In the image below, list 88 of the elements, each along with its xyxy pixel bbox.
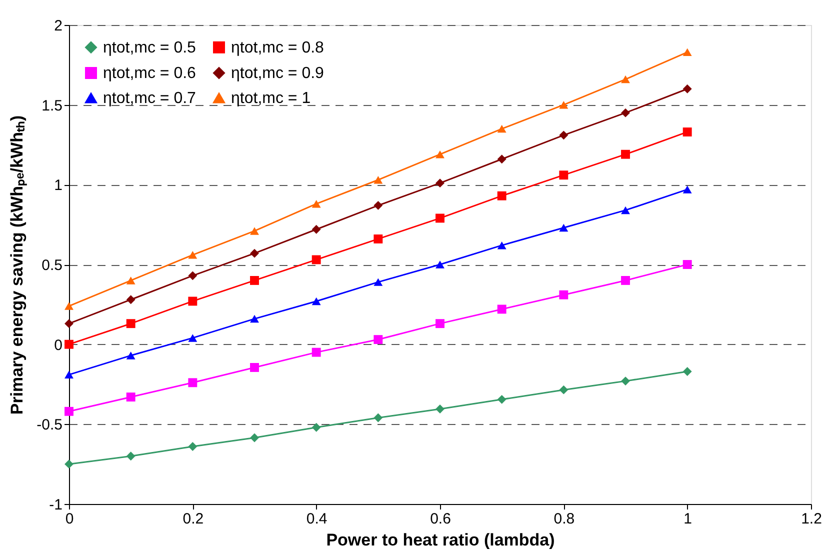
point <box>126 319 136 328</box>
point <box>621 108 630 118</box>
point <box>64 302 74 310</box>
x-tick-label: 1.2 <box>801 510 822 528</box>
y-tick-label: 0.5 <box>42 257 62 274</box>
point <box>682 48 692 56</box>
point <box>497 394 506 404</box>
x-axis-title: Power to heat ratio (lambda) <box>326 530 555 550</box>
legend-label: ηtot,mc = 0.9 <box>231 65 324 82</box>
point <box>126 276 136 284</box>
point <box>621 75 630 84</box>
point <box>188 251 198 259</box>
legend-label: ηtot,mc = 1 <box>231 90 311 107</box>
point <box>497 191 506 200</box>
point <box>621 206 630 214</box>
point <box>64 340 74 349</box>
point <box>621 150 630 159</box>
point <box>250 433 259 442</box>
point <box>188 442 198 451</box>
point <box>374 200 383 210</box>
point <box>64 460 74 469</box>
point <box>682 128 692 136</box>
point <box>126 295 136 304</box>
point <box>682 260 692 269</box>
x-tick-label: 0.4 <box>306 510 328 528</box>
point <box>497 304 506 314</box>
point <box>126 452 136 461</box>
y-tick-label: 0 <box>54 336 62 354</box>
point <box>312 422 321 432</box>
legend-label: ηtot,mc = 0.6 <box>103 65 196 82</box>
point <box>559 100 568 109</box>
point <box>374 335 383 344</box>
point <box>250 248 259 258</box>
point <box>312 200 321 208</box>
point <box>64 319 74 328</box>
point <box>312 348 321 357</box>
point <box>621 376 630 386</box>
x-tick-label: 0.8 <box>554 510 575 528</box>
point <box>188 271 198 280</box>
legend-label: ηtot,mc = 0.7 <box>103 90 196 107</box>
point <box>188 378 198 388</box>
y-tick-label: -1 <box>49 496 62 514</box>
point <box>436 214 444 223</box>
point <box>188 296 198 306</box>
y-tick-label: 1 <box>54 177 62 194</box>
point <box>436 178 444 188</box>
point <box>682 367 692 376</box>
point <box>312 255 321 264</box>
point <box>250 314 259 323</box>
x-tick-label: 1 <box>684 510 692 528</box>
x-tick-label: 0.2 <box>182 510 204 528</box>
point <box>312 224 321 234</box>
point <box>436 150 444 158</box>
point <box>436 319 444 328</box>
point <box>250 276 259 285</box>
point <box>126 352 136 360</box>
point <box>682 84 692 94</box>
y-tick-label: 2 <box>54 18 62 34</box>
point <box>374 176 383 184</box>
point <box>559 130 568 140</box>
point <box>374 278 383 286</box>
legend-label: ηtot,mc = 0.5 <box>103 39 196 56</box>
x-tick-label: 0 <box>65 510 74 528</box>
point <box>497 124 506 133</box>
point <box>559 385 568 394</box>
legend-label: ηtot,mc = 0.8 <box>231 39 324 56</box>
point <box>559 170 568 180</box>
point <box>126 392 136 402</box>
point <box>188 334 198 342</box>
point <box>64 370 74 379</box>
point <box>497 154 506 164</box>
y-tick-label: -0.5 <box>36 416 62 434</box>
y-tick-label: 1.5 <box>42 97 62 114</box>
point <box>250 227 259 235</box>
point <box>374 413 383 422</box>
point <box>559 224 568 232</box>
point <box>250 363 259 372</box>
point <box>436 404 444 414</box>
point <box>497 241 506 250</box>
point <box>682 186 692 194</box>
x-tick-label: 0.6 <box>430 510 451 528</box>
point <box>436 260 444 268</box>
point <box>621 276 630 285</box>
point <box>559 290 568 300</box>
point <box>374 234 383 244</box>
y-axis-title: Primary energy saving (kWhₚₑ/kWhₜₕ) <box>8 115 28 415</box>
point <box>312 297 321 306</box>
point <box>64 406 74 416</box>
